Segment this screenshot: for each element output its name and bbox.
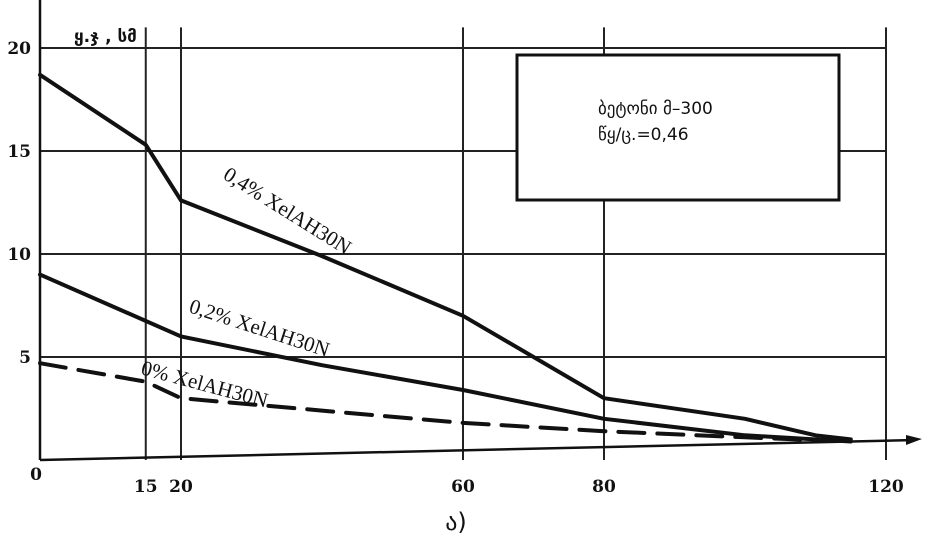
x-tick-label-1: 15 — [134, 477, 158, 497]
grid — [40, 27, 887, 460]
annotation-box: ბეტონი მ–300 წყ/ც.=0,46 — [515, 53, 841, 202]
series-line-0 — [38, 72, 853, 442]
x-tick-label-0: 0 — [30, 465, 42, 485]
series-label-0.4: 0,4% XelAH30N — [219, 162, 355, 260]
y-tick-label-2: 10 — [7, 245, 31, 265]
x-axis-arrow — [906, 435, 922, 445]
y-tick-label-0: 20 — [7, 39, 31, 59]
x-axis — [39, 438, 916, 462]
x-tick-label-3: 60 — [451, 477, 475, 497]
curves — [38, 72, 853, 444]
y-tick-label-1: 15 — [7, 142, 31, 162]
subfigure-label: ა) — [445, 508, 467, 536]
y-axis-label: ყ.ჯ , სმ — [74, 27, 137, 47]
annotation-line-1: ბეტონი მ–300 — [598, 99, 713, 119]
annotation-line-2: წყ/ც.=0,46 — [598, 125, 689, 145]
axes — [38, 0, 922, 462]
series-label-0: 0% XelAH30N — [139, 356, 271, 413]
ticks: 0 15 20 60 80 120 20 15 10 5 — [7, 39, 904, 497]
x-tick-label-2: 20 — [169, 477, 193, 497]
series-line-2 — [38, 361, 853, 444]
x-tick-label-5: 120 — [868, 477, 904, 497]
x-tick-label-4: 80 — [592, 477, 616, 497]
y-tick-label-3: 5 — [19, 348, 31, 368]
